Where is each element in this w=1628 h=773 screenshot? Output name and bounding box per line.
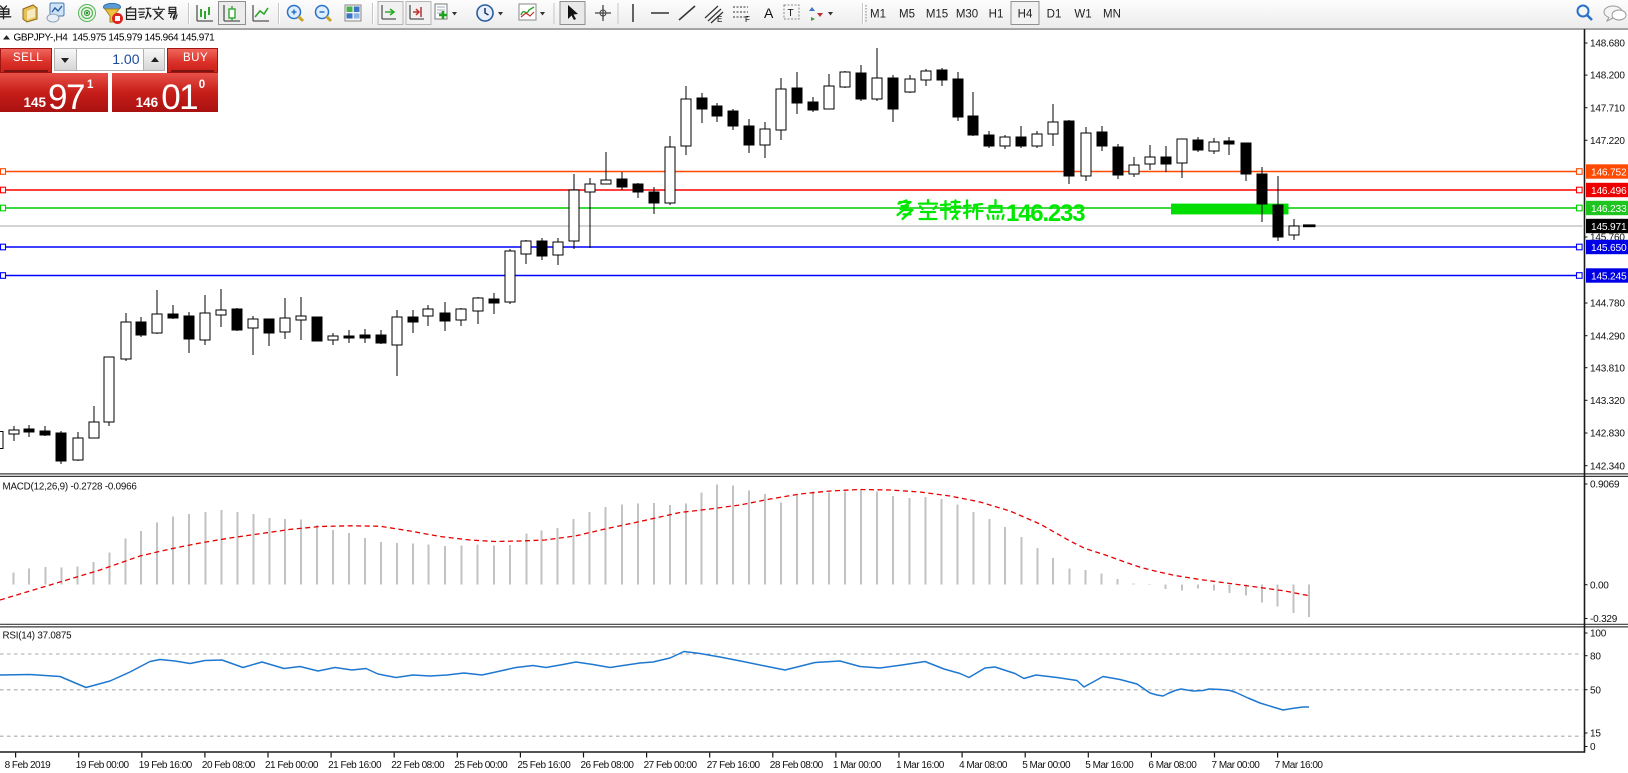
svg-text:148.200: 148.200	[1590, 71, 1625, 82]
svg-text:25 Feb 16:00: 25 Feb 16:00	[517, 760, 571, 771]
svg-text:144.780: 144.780	[1590, 299, 1625, 310]
svg-text:142.830: 142.830	[1590, 429, 1625, 440]
svg-text:145.650: 145.650	[1591, 243, 1627, 254]
svg-text:19 Feb 00:00: 19 Feb 00:00	[76, 760, 130, 771]
svg-text:M15: M15	[926, 9, 948, 21]
svg-text:M1: M1	[870, 9, 886, 21]
svg-text:145.971: 145.971	[1591, 222, 1627, 233]
svg-text:145.245: 145.245	[1591, 271, 1627, 282]
svg-text:H4: H4	[1018, 9, 1033, 21]
svg-text:A: A	[764, 5, 774, 21]
svg-text:M5: M5	[899, 9, 915, 21]
svg-text:-0.329: -0.329	[1590, 614, 1618, 625]
svg-text:143.320: 143.320	[1590, 396, 1625, 407]
svg-text:142.340: 142.340	[1590, 461, 1625, 472]
svg-text:100: 100	[1590, 629, 1607, 640]
svg-text:6 Mar 08:00: 6 Mar 08:00	[1148, 760, 1197, 771]
svg-text:8 Feb 2019: 8 Feb 2019	[5, 760, 52, 771]
svg-text:MACD(12,26,9) -0.2728 -0.0966: MACD(12,26,9) -0.2728 -0.0966	[3, 482, 138, 493]
svg-text:50: 50	[1590, 685, 1601, 696]
svg-text:RSI(14) 37.0875: RSI(14) 37.0875	[3, 631, 73, 642]
svg-text:0: 0	[1590, 742, 1596, 753]
svg-text:144.290: 144.290	[1590, 331, 1625, 342]
svg-text:80: 80	[1590, 651, 1601, 662]
svg-text:21 Feb 16:00: 21 Feb 16:00	[328, 760, 382, 771]
svg-text:E: E	[717, 15, 722, 24]
svg-text:20 Feb 08:00: 20 Feb 08:00	[202, 760, 256, 771]
svg-text:146.233: 146.233	[1591, 204, 1627, 215]
svg-text:146.752: 146.752	[1591, 167, 1627, 178]
svg-text:147.220: 147.220	[1590, 136, 1625, 147]
svg-text:145.760: 145.760	[1590, 233, 1625, 244]
svg-text:27 Feb 16:00: 27 Feb 16:00	[707, 760, 761, 771]
svg-text:7 Mar 00:00: 7 Mar 00:00	[1212, 760, 1261, 771]
svg-text:D1: D1	[1047, 9, 1062, 21]
svg-text:148.680: 148.680	[1590, 39, 1625, 50]
svg-text:F: F	[745, 15, 750, 24]
svg-text:GBPJPY-,H4 145.975 145.979 14: GBPJPY-,H4 145.975 145.979 145.964 145.9…	[14, 33, 216, 44]
svg-text:4 Mar 08:00: 4 Mar 08:00	[959, 760, 1008, 771]
svg-text:0.00: 0.00	[1590, 580, 1609, 591]
svg-text:5 Mar 16:00: 5 Mar 16:00	[1085, 760, 1134, 771]
svg-text:26 Feb 08:00: 26 Feb 08:00	[581, 760, 635, 771]
svg-text:28 Feb 08:00: 28 Feb 08:00	[770, 760, 824, 771]
svg-text:MN: MN	[1103, 9, 1121, 21]
svg-text:0.9069: 0.9069	[1590, 480, 1620, 491]
svg-text:146.496: 146.496	[1591, 186, 1627, 197]
svg-text:7 Mar 16:00: 7 Mar 16:00	[1275, 760, 1324, 771]
svg-text:27 Feb 00:00: 27 Feb 00:00	[644, 760, 698, 771]
svg-text:1 Mar 16:00: 1 Mar 16:00	[896, 760, 945, 771]
svg-text:147.710: 147.710	[1590, 103, 1625, 114]
svg-text:1 Mar 00:00: 1 Mar 00:00	[833, 760, 882, 771]
svg-text:22 Feb 08:00: 22 Feb 08:00	[391, 760, 445, 771]
svg-text:15: 15	[1590, 729, 1601, 740]
svg-text:21 Feb 00:00: 21 Feb 00:00	[265, 760, 319, 771]
svg-text:5 Mar 00:00: 5 Mar 00:00	[1022, 760, 1071, 771]
svg-text:T: T	[788, 8, 794, 19]
svg-text:146.233: 146.233	[1006, 200, 1085, 227]
svg-text:19 Feb 16:00: 19 Feb 16:00	[139, 760, 193, 771]
svg-text:H1: H1	[989, 9, 1004, 21]
svg-text:143.810: 143.810	[1590, 363, 1625, 374]
svg-text:M30: M30	[956, 9, 978, 21]
svg-text:25 Feb 00:00: 25 Feb 00:00	[454, 760, 508, 771]
svg-text:W1: W1	[1074, 9, 1091, 21]
